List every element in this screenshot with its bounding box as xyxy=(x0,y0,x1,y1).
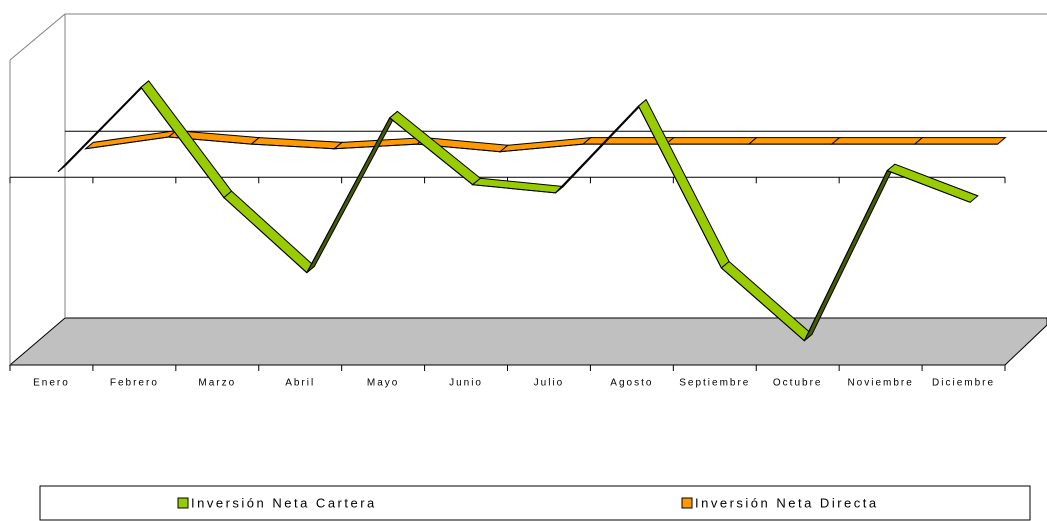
ribbon-segment xyxy=(803,163,896,342)
wall-edge xyxy=(9,13,66,61)
ribbon-segment xyxy=(886,163,979,203)
legend-label: Inversión Neta Cartera xyxy=(191,495,377,510)
ribbon-segment xyxy=(830,137,924,145)
x-tick-label: Octubre xyxy=(773,378,823,389)
ribbon-segment xyxy=(747,137,841,145)
x-tick-label: Junio xyxy=(449,378,483,389)
x-tick-label: Mayo xyxy=(367,378,399,389)
x-tick-label: Marzo xyxy=(198,378,236,389)
ribbon-segment xyxy=(913,137,1007,145)
legend-swatch xyxy=(177,497,189,509)
ribbon-segment xyxy=(83,129,178,150)
floor xyxy=(8,317,1047,366)
x-tick-label: Noviembre xyxy=(847,378,913,389)
legend xyxy=(39,485,1031,521)
x-tick-label: Septiembre xyxy=(679,378,750,389)
x-tick-label: Diciembre xyxy=(932,378,995,389)
x-tick-label: Julio xyxy=(534,378,565,389)
legend-swatch xyxy=(681,497,693,509)
ribbon-segment xyxy=(223,190,316,274)
x-tick-label: Febrero xyxy=(110,378,159,389)
x-tick-label: Enero xyxy=(33,378,70,389)
x-tick-label: Agosto xyxy=(610,378,653,389)
series-line xyxy=(57,86,971,342)
ribbon-segment xyxy=(664,137,758,145)
x-tick-label: Abril xyxy=(285,378,315,389)
series-line xyxy=(85,136,998,153)
ribbon-segment xyxy=(637,98,730,269)
ribbon-segment xyxy=(306,111,398,274)
legend-label: Inversión Neta Directa xyxy=(695,495,879,510)
